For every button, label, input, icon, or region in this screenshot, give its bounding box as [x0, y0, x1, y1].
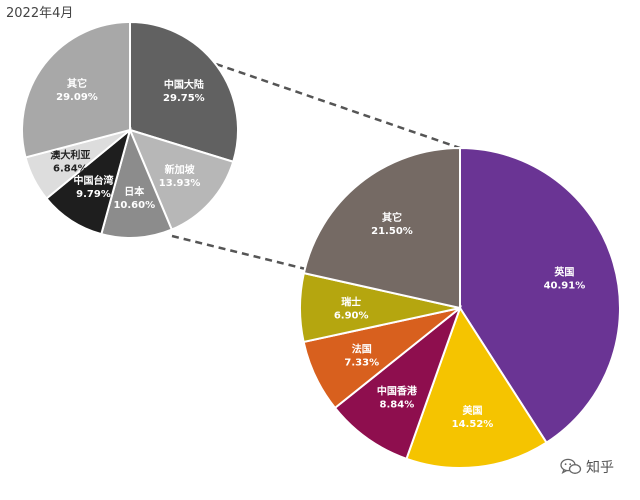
left-pie-slice-label-5: 澳大利亚 — [50, 148, 90, 161]
right-pie-slice-value-1: 40.91% — [544, 280, 586, 291]
left-pie-slice-6 — [21, 20, 131, 159]
left-pie-slice-value-3: 10.60% — [113, 200, 155, 211]
left-pie-slice-3 — [100, 126, 174, 239]
wechat-icon — [560, 458, 582, 475]
left-pie-slice-1 — [129, 20, 239, 164]
right-pie-slice-label-3: 中国香港 — [377, 385, 418, 398]
right-pie-slice-3 — [333, 305, 463, 461]
left-pie-slice-value-4: 9.79% — [76, 189, 111, 200]
right-pie-slice-label-6: 其它 — [382, 211, 402, 224]
left-pie-slice-value-2: 13.93% — [159, 178, 201, 189]
right-pie-slice-2 — [405, 305, 548, 469]
left-pie-slice-2 — [128, 128, 235, 231]
left-pie-slice-label-6: 其它 — [67, 77, 87, 90]
right-pie-slice-value-5: 6.90% — [334, 311, 369, 322]
left-pie-slice-label-2: 新加坡 — [165, 163, 196, 176]
left-pie-slice-value-1: 29.75% — [163, 93, 205, 104]
right-pie-slice-label-5: 瑞士 — [341, 296, 361, 309]
right-pie-slice-label-1: 英国 — [553, 265, 574, 278]
right-pie-slice-label-4: 法国 — [352, 343, 372, 356]
right-pie-slice-label-2: 美国 — [462, 404, 482, 417]
right-pie-slice-value-3: 8.84% — [380, 400, 415, 411]
right-pie-slice-value-2: 14.52% — [452, 419, 494, 430]
left-pie-slice-value-5: 6.84% — [53, 163, 88, 174]
watermark: 知乎 — [560, 456, 614, 478]
left-pie-slice-value-6: 29.09% — [56, 92, 98, 103]
period-label: 2022年4月 — [6, 6, 74, 21]
connector-line-2 — [171, 234, 319, 274]
left-pie-slice-label-1: 中国大陆 — [164, 78, 204, 91]
left-pie-slice-label-3: 日本 — [124, 185, 145, 198]
watermark-text: 知乎 — [586, 460, 614, 476]
connector-line-1 — [215, 62, 461, 150]
right-pie-slice-6 — [302, 146, 461, 310]
right-pie-slice-value-6: 21.50% — [371, 226, 413, 237]
right-pie-slice-value-4: 7.33% — [344, 358, 379, 369]
left-pie-slice-label-4: 中国台湾 — [74, 174, 114, 187]
